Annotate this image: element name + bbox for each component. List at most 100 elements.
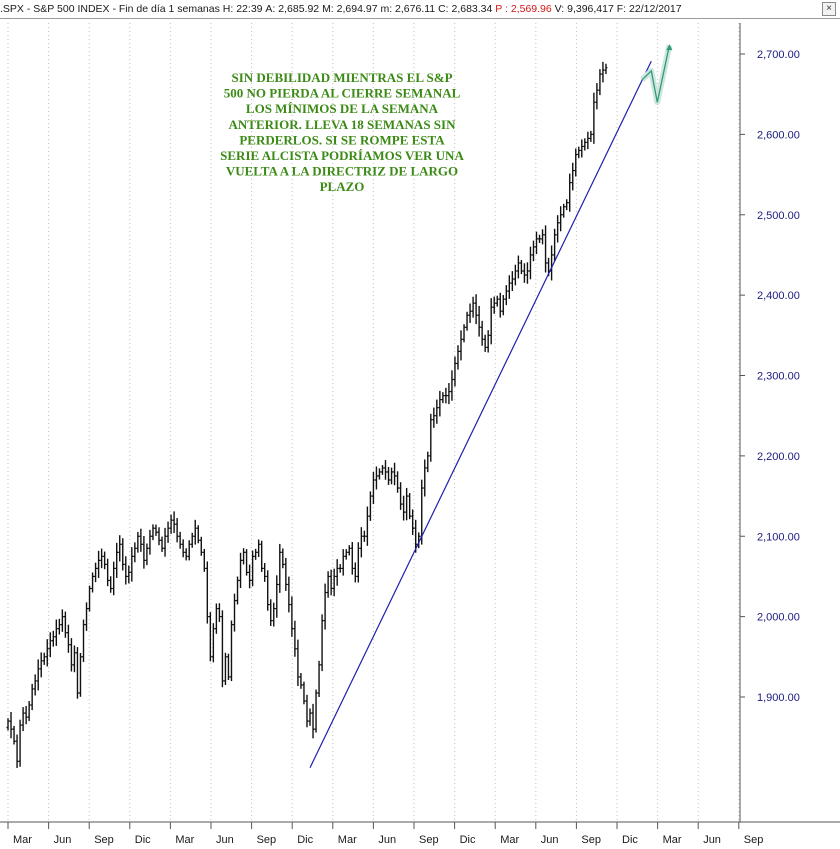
- price-bar: [384, 460, 387, 480]
- y-tick-label: 2,400.00: [757, 290, 800, 302]
- x-tick-label: Jun: [216, 834, 234, 846]
- price-bar: [248, 564, 252, 589]
- header-m-label: M:: [322, 3, 334, 15]
- price-bar: [438, 390, 442, 417]
- price-bar: [601, 61, 605, 83]
- price-bar: [60, 609, 64, 632]
- price-bar: [66, 624, 70, 653]
- price-bar: [553, 228, 557, 261]
- price-bar: [329, 569, 333, 596]
- price-bar: [245, 549, 249, 576]
- projection-layer: [640, 44, 673, 106]
- price-bar: [456, 345, 460, 370]
- chart-header: .SPX - S&P 500 INDEX - Fin de día 1 sema…: [0, 0, 840, 19]
- x-axis: Mar Jun Sep Dic Mar Jun Sep Dic Mar Jun Sep Dic Mar J…: [0, 821, 840, 846]
- price-bar: [541, 229, 545, 245]
- header-a-value: 2,685.92: [278, 3, 320, 15]
- header-f-label: F:: [616, 3, 627, 15]
- y-tick-label: 2,000.00: [757, 612, 800, 624]
- price-bar: [480, 320, 484, 346]
- price-bar: [531, 240, 535, 262]
- header-min-value: 2,676.11: [395, 3, 436, 15]
- price-bar: [118, 535, 122, 562]
- price-bar: [254, 548, 258, 560]
- price-bar: [565, 199, 569, 211]
- price-bar: [414, 519, 418, 553]
- price-bar: [15, 734, 19, 768]
- price-bar: [127, 565, 131, 584]
- price-bar: [516, 255, 520, 279]
- header-name: S&P 500 INDEX: [33, 3, 110, 15]
- x-tick-label: Sep: [744, 834, 764, 846]
- price-bar: [45, 639, 49, 667]
- price-bar: [580, 139, 584, 158]
- price-bar: [377, 468, 381, 480]
- x-tick-label: Dic: [135, 834, 151, 846]
- header-c-label: C:: [438, 3, 449, 15]
- price-bar: [359, 527, 363, 558]
- price-bar: [371, 471, 375, 505]
- price-bar: [33, 674, 37, 696]
- x-tick-label: Sep: [419, 834, 439, 846]
- annotation-line: VUELTA A LA DIRECTRIZ DE LARGO: [226, 164, 458, 179]
- header-period: Fin de día 1 semanas: [118, 3, 220, 15]
- price-bar: [278, 543, 282, 593]
- price-bar: [145, 543, 149, 566]
- annotation-line: ANTERIOR. LLEVA 18 SEMANAS SIN: [229, 117, 457, 132]
- price-bar: [57, 618, 61, 635]
- price-bar: [169, 514, 173, 534]
- price-bar: [390, 467, 394, 485]
- close-icon[interactable]: ×: [822, 2, 836, 16]
- price-bar: [9, 711, 13, 739]
- price-bar: [489, 298, 493, 345]
- price-bar: [525, 262, 529, 284]
- price-bar: [103, 551, 107, 570]
- price-bar: [544, 225, 548, 273]
- price-bar: [344, 549, 348, 560]
- price-bar: [94, 562, 98, 583]
- price-bar: [550, 245, 554, 281]
- annotation-line: PLAZO: [320, 179, 365, 194]
- price-bar: [435, 399, 439, 424]
- y-tick-label: 2,200.00: [757, 451, 800, 463]
- price-bar: [314, 689, 318, 733]
- price-bar: [163, 527, 167, 557]
- price-bar: [269, 599, 273, 626]
- price-bar: [535, 231, 538, 255]
- price-bar: [341, 549, 345, 576]
- header-p-value: 2,569.96: [510, 3, 552, 15]
- price-bar: [299, 673, 303, 689]
- price-bar: [287, 576, 291, 613]
- price-bar: [18, 719, 22, 767]
- price-bar: [302, 681, 306, 705]
- price-bar: [595, 83, 599, 110]
- price-bar: [447, 383, 451, 405]
- price-bar: [462, 324, 466, 343]
- price-bar: [172, 511, 176, 533]
- price-bar: [284, 557, 288, 591]
- price-bar: [72, 645, 76, 673]
- price-bar: [519, 259, 523, 275]
- price-bar: [474, 294, 478, 325]
- price-bar: [353, 562, 357, 583]
- price-bar: [48, 632, 52, 658]
- price-bar: [187, 540, 191, 561]
- price-bar: [589, 130, 593, 142]
- annotation-line: LOS MÍNIMOS DE LA SEMANA: [246, 101, 439, 116]
- price-bar: [347, 545, 351, 556]
- price-bar: [507, 275, 511, 299]
- price-bar: [405, 487, 409, 521]
- price-bar: [166, 521, 170, 543]
- header-a-label: A:: [265, 3, 276, 15]
- trendline: [309, 60, 652, 768]
- price-bar: [522, 263, 526, 283]
- price-bar: [91, 572, 95, 593]
- price-bar: [63, 611, 67, 638]
- price-bar: [181, 539, 185, 558]
- price-bar: [157, 527, 161, 546]
- price-bar: [426, 451, 430, 473]
- header-f-value: 22/12/2017: [629, 3, 682, 15]
- price-bar: [387, 466, 391, 485]
- price-bar: [293, 620, 297, 657]
